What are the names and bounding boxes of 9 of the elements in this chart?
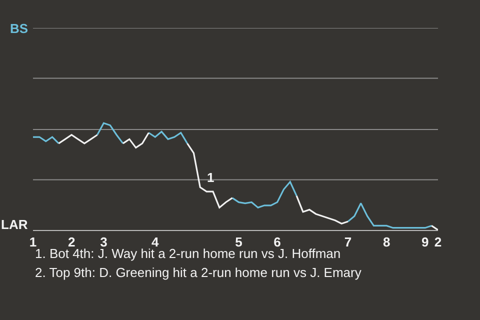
x-tick-label: 8 (382, 234, 390, 250)
text: LAR (1, 217, 28, 232)
annotation: 1 (207, 170, 214, 185)
x-tick-label: 9 (422, 234, 429, 250)
x-tick-label: 7 (344, 234, 352, 250)
text: BS (10, 21, 28, 36)
x-tick-label: 1 (29, 234, 37, 250)
text: 2. Top 9th: D. Greening hit a 2-run home run vs J. Emary (35, 265, 362, 280)
x-tick-label: 2 (434, 234, 442, 250)
